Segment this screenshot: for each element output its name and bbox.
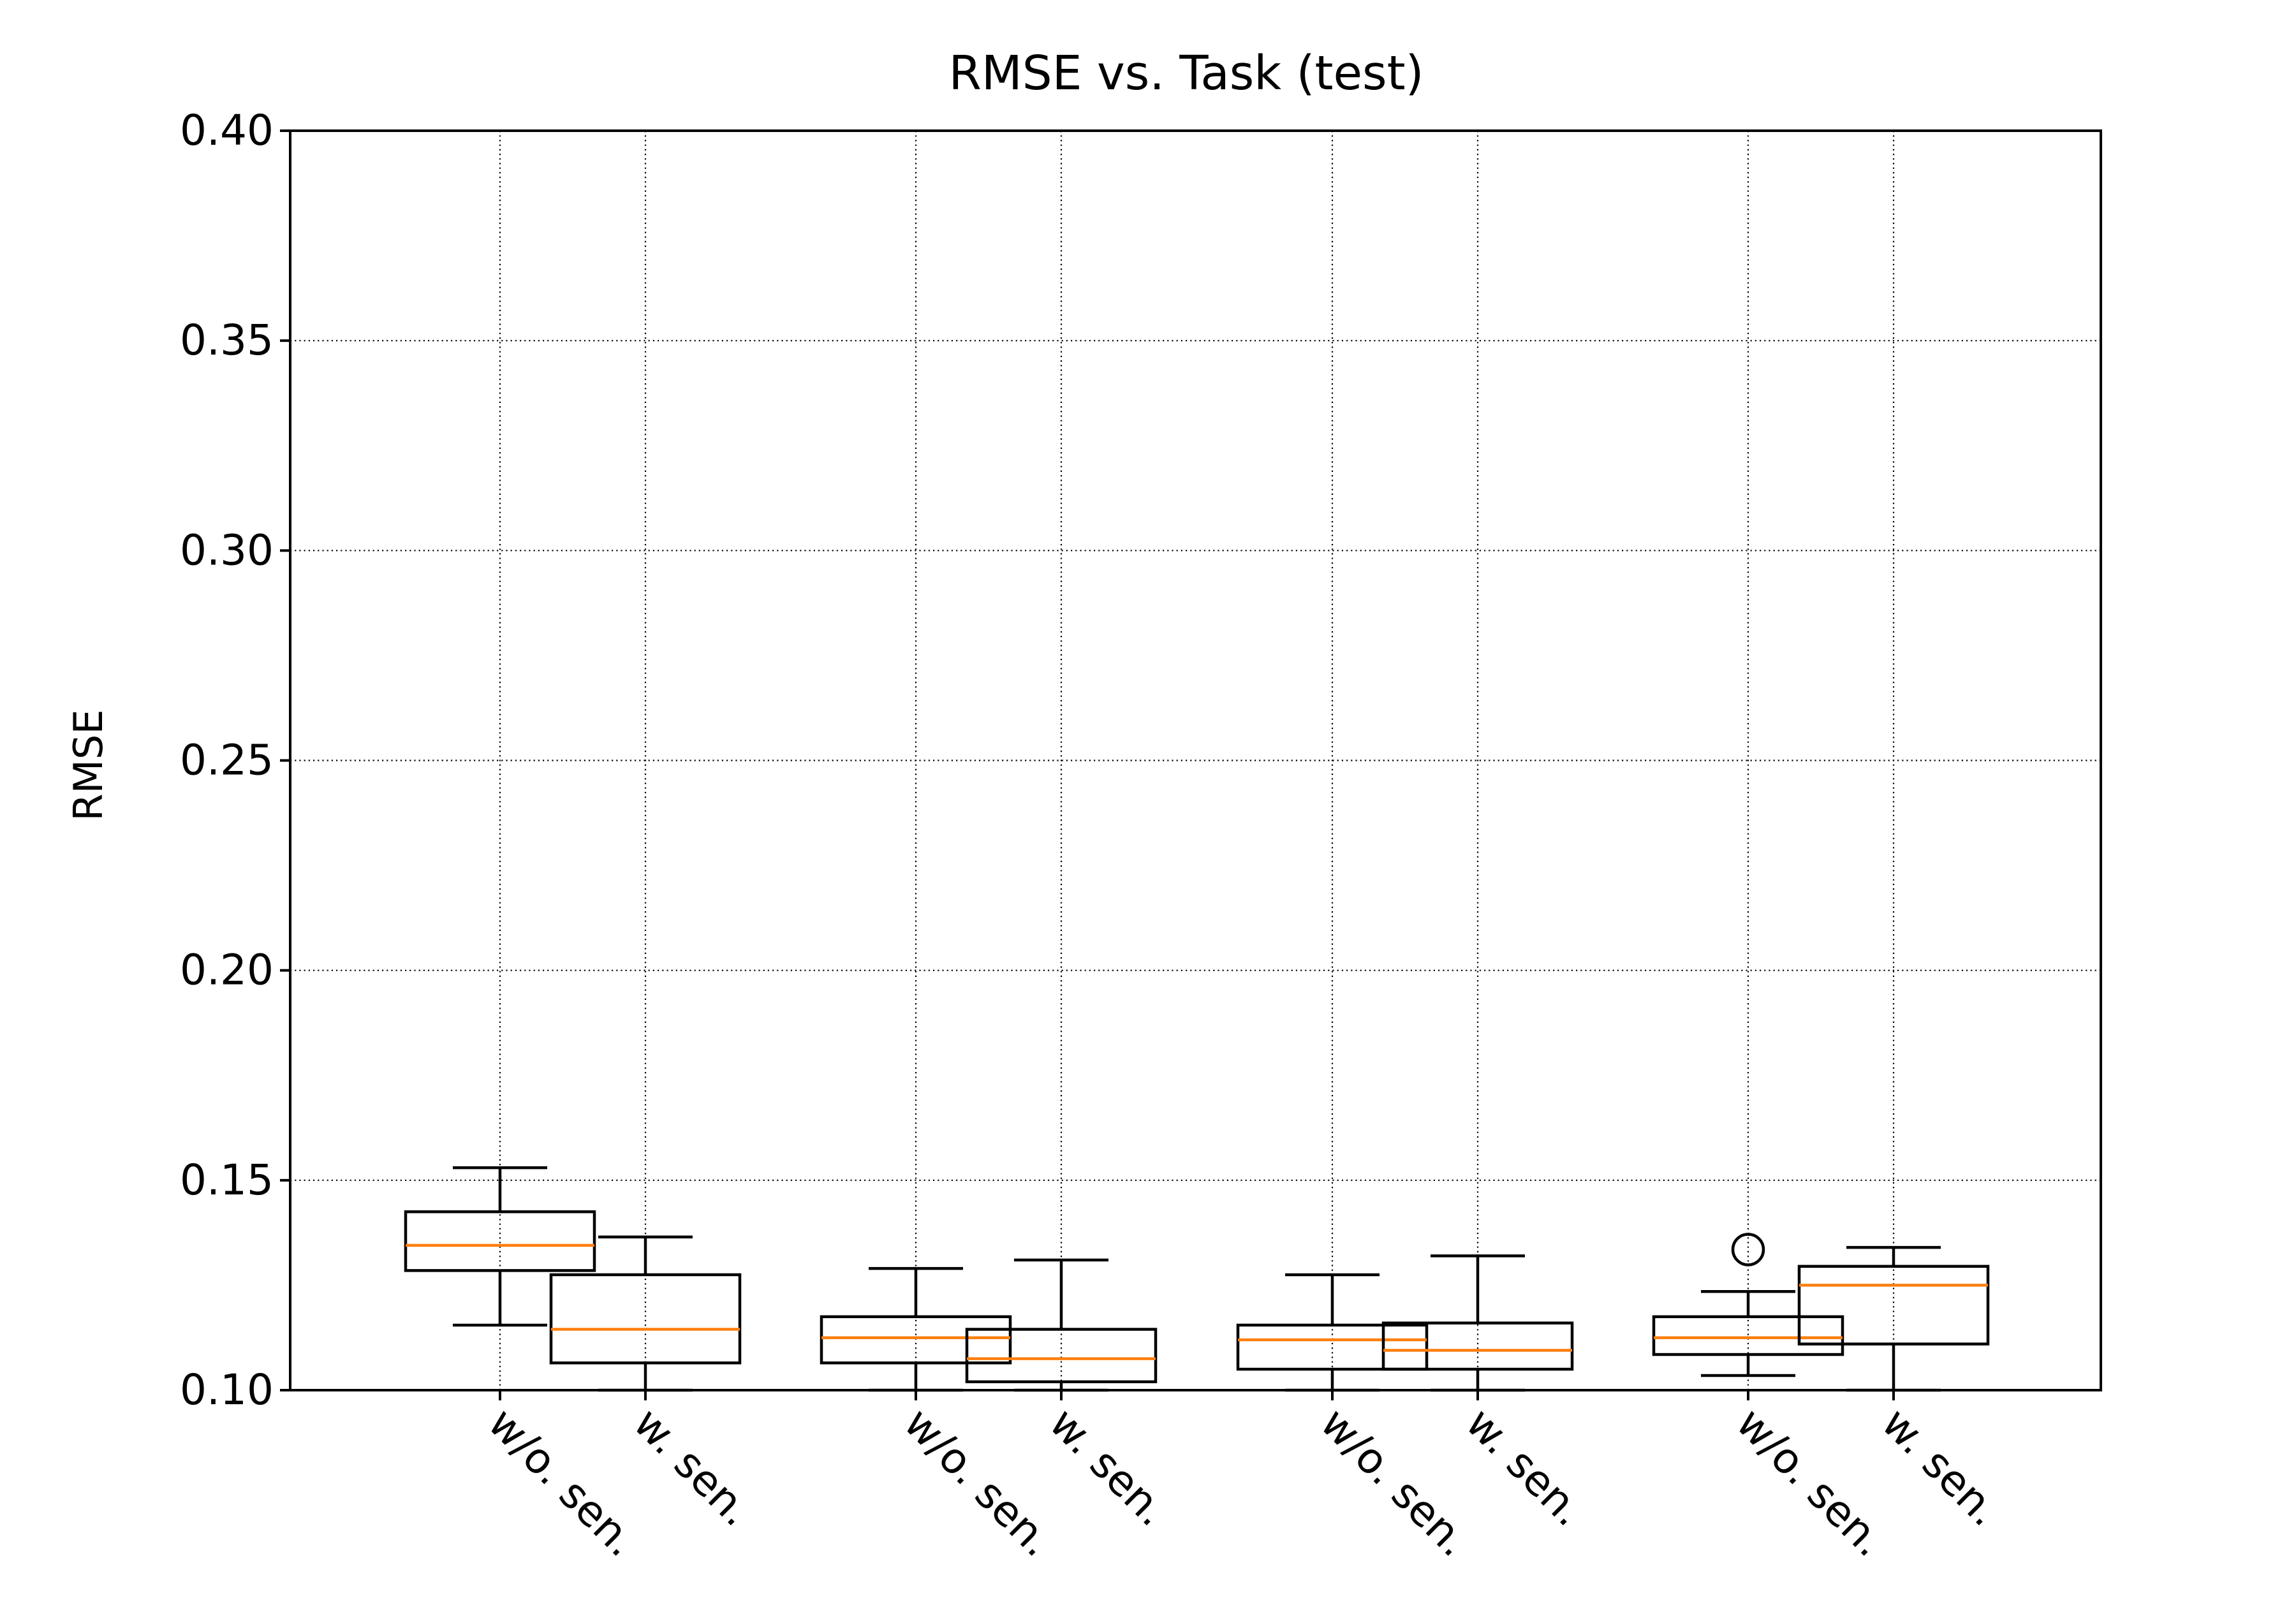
- x-tick-label: w. sen.: [1040, 1398, 1177, 1536]
- outlier-point: [1731, 1233, 1765, 1266]
- box-5: [1236, 1273, 1429, 1392]
- x-tick-label: w. sen.: [1873, 1398, 2010, 1536]
- x-tick-label: w/o. sen.: [479, 1398, 647, 1566]
- box-plot-series: [404, 1166, 1990, 1392]
- y-tick-label: 0.35: [180, 316, 274, 365]
- iqr-box: [965, 1328, 1158, 1384]
- box-1: [404, 1166, 596, 1327]
- iqr-box: [404, 1210, 596, 1272]
- iqr-box: [1381, 1321, 1574, 1371]
- iqr-box: [1652, 1315, 1844, 1356]
- box-4: [965, 1258, 1158, 1392]
- y-tick-label: 0.30: [180, 525, 274, 575]
- x-tick-label: w. sen.: [1457, 1398, 1594, 1536]
- grid-lines: [290, 129, 2101, 1391]
- box-8: [1797, 1245, 1990, 1392]
- chart-title: RMSE vs. Task (test): [949, 46, 1424, 101]
- y-tick-label: 0.20: [180, 946, 274, 995]
- box-7: [1652, 1233, 1844, 1377]
- y-tick-label: 0.10: [180, 1365, 274, 1414]
- y-tick-label: 0.15: [180, 1156, 274, 1205]
- axis-ticks: 0.100.150.200.250.300.350.40w/o. sen.w. …: [180, 106, 2010, 1566]
- x-tick-label: w. sen.: [624, 1398, 762, 1536]
- x-tick-label: w/o. sen.: [895, 1398, 1063, 1566]
- iqr-box: [820, 1315, 1012, 1365]
- iqr-box: [1236, 1323, 1429, 1371]
- iqr-box: [549, 1273, 742, 1365]
- y-tick-label: 0.25: [180, 736, 274, 785]
- box-2: [549, 1235, 742, 1392]
- y-axis-label: RMSE: [65, 709, 112, 821]
- plot-area-frame: [289, 129, 2102, 1391]
- iqr-box: [1797, 1265, 1990, 1346]
- x-tick-label: w/o. sen.: [1311, 1398, 1479, 1566]
- box-6: [1381, 1254, 1574, 1392]
- y-tick-label: 0.40: [180, 106, 274, 155]
- x-tick-label: w/o. sen.: [1727, 1398, 1895, 1566]
